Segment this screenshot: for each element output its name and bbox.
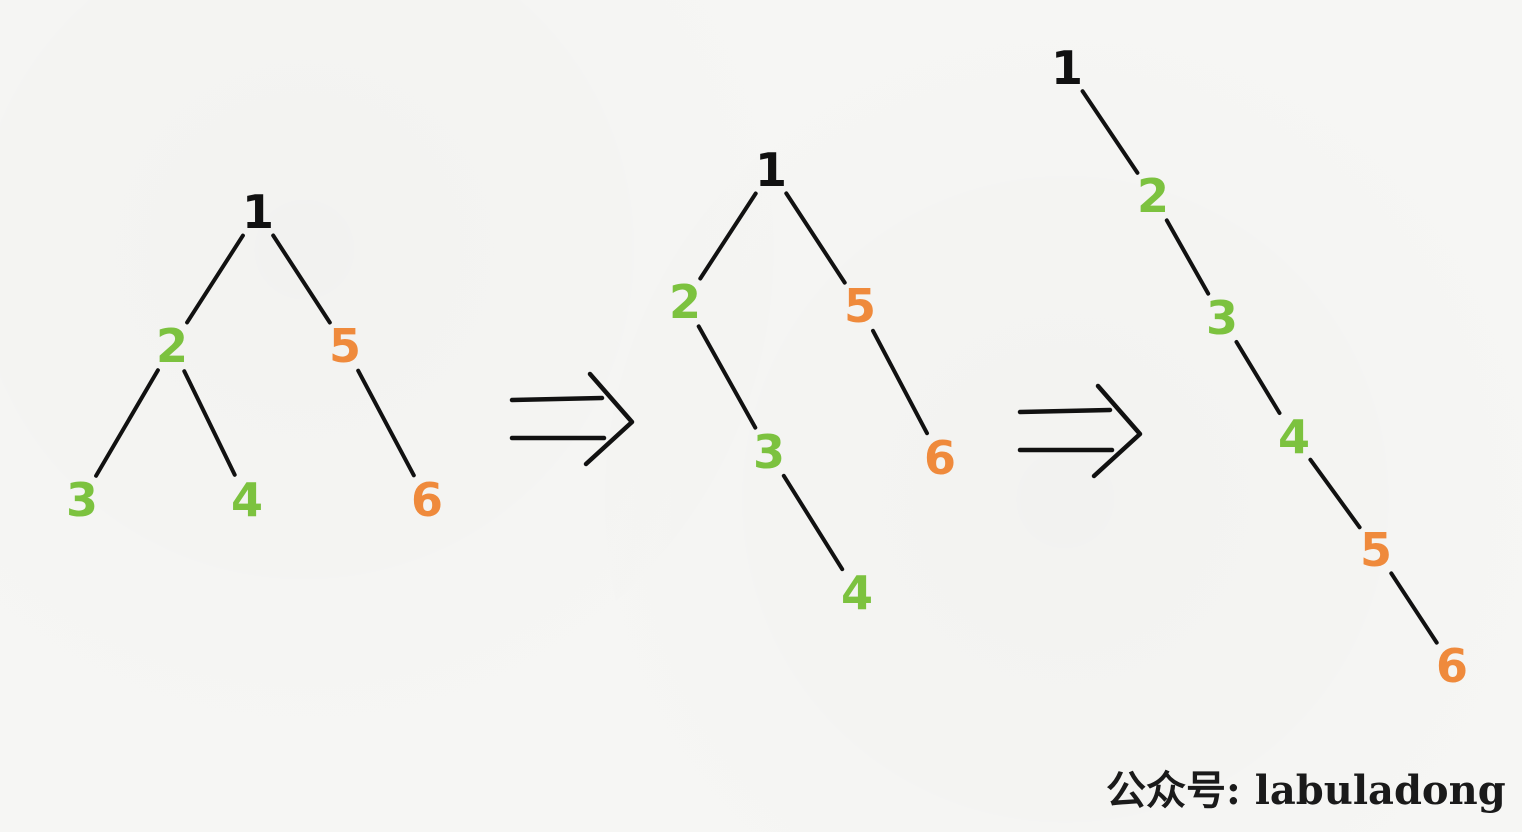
node-n6: 6 bbox=[411, 473, 443, 527]
edge-n1-n2 bbox=[185, 233, 245, 325]
tree-original: 1 2 5 3 4 6 bbox=[66, 185, 443, 527]
double-arrow-icon-stroke-2 bbox=[583, 371, 635, 467]
edge-n2-n3 bbox=[696, 324, 758, 430]
double-arrow-icon bbox=[1017, 383, 1143, 479]
edge-n4-n5 bbox=[1308, 457, 1362, 530]
double-arrow-icon bbox=[509, 371, 635, 467]
node-n3: 3 bbox=[1206, 291, 1238, 345]
node-n6: 6 bbox=[924, 431, 956, 485]
node-n6: 6 bbox=[1436, 639, 1468, 693]
node-n4: 4 bbox=[1278, 410, 1310, 464]
edge-n1-n2 bbox=[698, 191, 758, 281]
double-arrow-icon-stroke-0 bbox=[509, 395, 605, 403]
trees-layer: 1 2 5 3 4 6 1 2 5 3 6 4 1 2 3 4 5 6 bbox=[66, 41, 1468, 693]
node-n2: 2 bbox=[669, 275, 701, 329]
edge-n1-n2 bbox=[1080, 89, 1140, 175]
tree-intermediate: 1 2 5 3 6 4 bbox=[669, 143, 956, 620]
node-n2: 2 bbox=[1137, 169, 1169, 223]
edge-n3-n4 bbox=[1234, 340, 1282, 415]
node-n2: 2 bbox=[156, 319, 188, 373]
node-n4: 4 bbox=[231, 473, 263, 527]
tree-flattened: 1 2 3 4 5 6 bbox=[1051, 41, 1468, 693]
node-n1: 1 bbox=[242, 185, 274, 239]
node-n5: 5 bbox=[329, 319, 361, 373]
edge-n3-n4 bbox=[781, 473, 845, 572]
node-n4: 4 bbox=[841, 566, 873, 620]
double-arrow-icon-stroke-0 bbox=[1017, 407, 1113, 415]
arrows-layer bbox=[509, 371, 1143, 479]
edge-n1-n5 bbox=[784, 191, 847, 285]
edge-n5-n6 bbox=[356, 368, 416, 478]
node-n1: 1 bbox=[1051, 41, 1083, 95]
watermark-text: 公众号: labuladong bbox=[1106, 767, 1506, 814]
node-n5: 5 bbox=[1360, 523, 1392, 577]
edge-n2-n3 bbox=[1164, 218, 1211, 296]
node-n1: 1 bbox=[755, 143, 787, 197]
node-n5: 5 bbox=[844, 279, 876, 333]
node-n3: 3 bbox=[66, 473, 98, 527]
edge-n5-n6 bbox=[871, 328, 929, 436]
edge-n2-n3 bbox=[94, 368, 160, 478]
node-n3: 3 bbox=[753, 425, 785, 479]
double-arrow-icon-stroke-2 bbox=[1091, 383, 1143, 479]
edge-n1-n5 bbox=[271, 233, 332, 325]
edge-n5-n6 bbox=[1389, 571, 1439, 645]
edge-n2-n4 bbox=[182, 369, 237, 477]
